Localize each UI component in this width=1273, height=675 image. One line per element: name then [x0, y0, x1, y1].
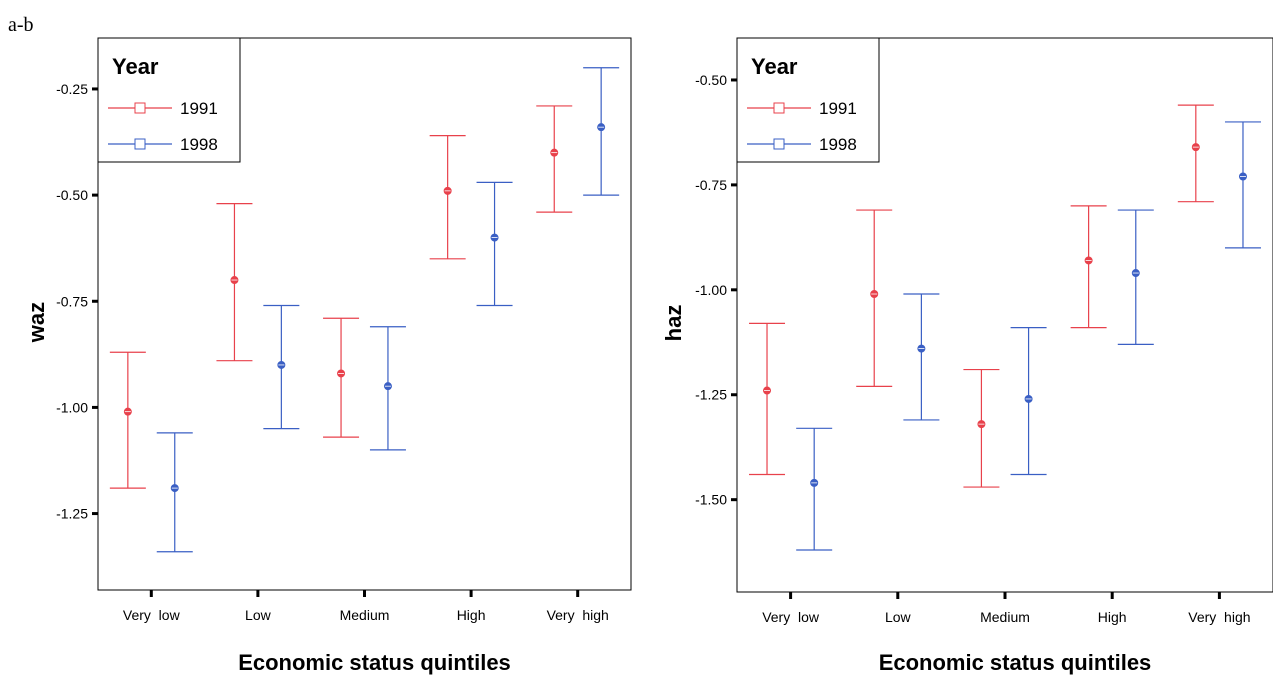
legend-swatch-marker	[134, 102, 146, 114]
x-tick-label: High	[457, 607, 486, 623]
legend-label: 1998	[180, 135, 218, 154]
series-1991	[749, 104, 1214, 488]
x-tick-label: Very low	[123, 607, 181, 623]
x-tick-label: Medium	[340, 607, 390, 623]
series-1991	[109, 105, 573, 489]
y-tick-label: -0.75	[56, 293, 88, 309]
y-tick-label: -1.50	[695, 492, 727, 508]
legend: Year 1991 1998	[736, 37, 880, 163]
y-axis-title: haz	[661, 305, 686, 342]
x-tick-label: Low	[885, 609, 912, 625]
legend-title: Year	[751, 54, 798, 79]
y-tick-label: -1.00	[56, 399, 88, 415]
y-tick-label: -0.50	[56, 187, 88, 203]
series-1998	[796, 121, 1261, 551]
y-tick-label: -0.75	[695, 177, 727, 193]
figure-label: a-b	[8, 14, 34, 36]
legend-swatch-marker	[134, 138, 146, 150]
legend-title: Year	[112, 54, 159, 79]
x-tick-label: Very high	[1188, 609, 1250, 625]
series-1998	[156, 67, 620, 553]
legend-box	[736, 37, 880, 163]
x-axis-title: Economic status quintiles	[879, 650, 1152, 675]
legend-label: 1998	[819, 135, 857, 154]
legend-box	[97, 37, 241, 163]
x-tick-label: High	[1098, 609, 1127, 625]
y-tick-label: -1.00	[695, 282, 727, 298]
x-tick-label: Low	[245, 607, 272, 623]
legend-swatch-marker	[773, 138, 785, 150]
y-tick-label: -1.25	[56, 506, 88, 522]
legend-label: 1991	[819, 99, 857, 118]
legend: Year 1991 1998	[97, 37, 241, 163]
x-axis-title: Economic status quintiles	[238, 650, 511, 675]
chart-panel-2: -0.50 -0.75 -1.00 -1.25 -1.50 Very low Low Medi…	[661, 37, 1273, 675]
legend-label: 1991	[180, 99, 218, 118]
y-tick-label: -0.25	[56, 81, 88, 97]
x-tick-label: Very high	[547, 607, 609, 623]
chart-panel-1: -0.25 -0.50 -0.75 -1.00 -1.25 Very low Low Medi…	[24, 37, 632, 675]
y-axis-title: waz	[24, 302, 49, 343]
legend-swatch-marker	[773, 102, 785, 114]
y-tick-label: -1.25	[695, 387, 727, 403]
y-tick-label: -0.50	[695, 72, 727, 88]
x-tick-label: Medium	[980, 609, 1030, 625]
x-tick-label: Very low	[762, 609, 820, 625]
